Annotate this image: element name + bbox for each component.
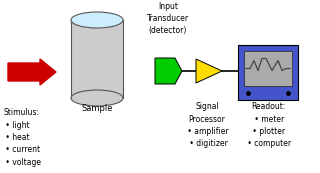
Text: Sample: Sample xyxy=(81,104,113,113)
Text: Readout:
 • meter
 • plotter
 • computer: Readout: • meter • plotter • computer xyxy=(245,102,291,148)
Bar xyxy=(244,51,292,86)
Text: Input
Transducer
(detector): Input Transducer (detector) xyxy=(147,2,189,35)
Text: Stimulus:
 • light
 • heat
 • current
 • voltage: Stimulus: • light • heat • current • vol… xyxy=(3,108,41,167)
Polygon shape xyxy=(155,58,182,84)
Ellipse shape xyxy=(71,90,123,106)
Ellipse shape xyxy=(71,12,123,28)
FancyArrow shape xyxy=(8,59,56,85)
Bar xyxy=(238,45,298,100)
Polygon shape xyxy=(196,59,222,83)
Text: Signal
Processor
 • amplifier
 • digitizer: Signal Processor • amplifier • digitizer xyxy=(185,102,229,148)
Bar xyxy=(71,20,123,98)
